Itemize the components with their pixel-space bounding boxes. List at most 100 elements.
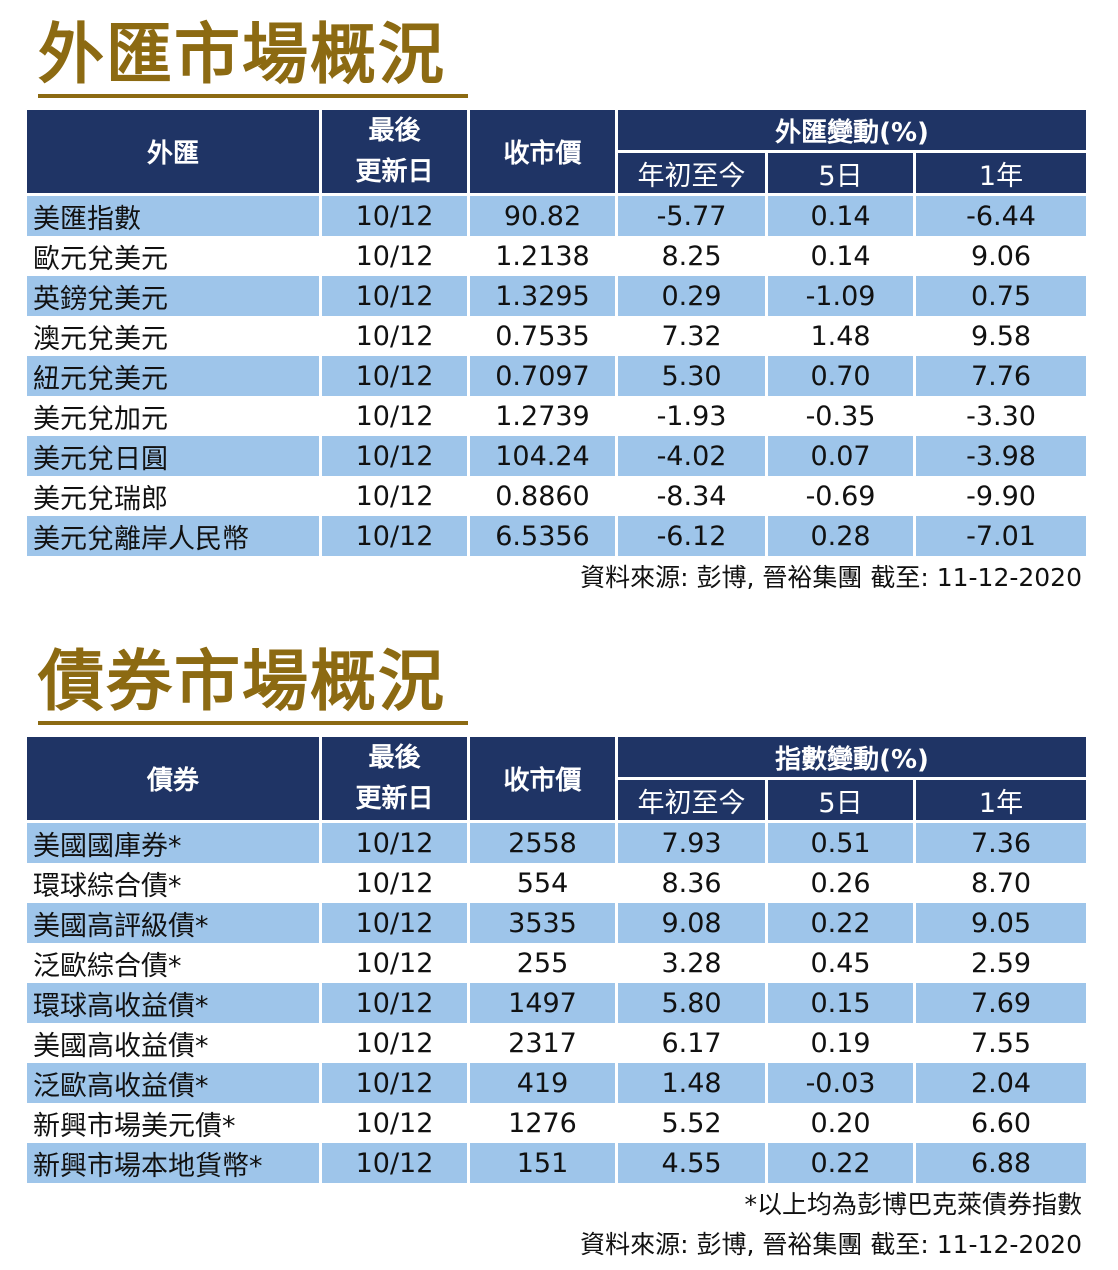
fx-header-change: 外匯變動(%): [618, 110, 1087, 153]
fx-five-day-cell: -0.69: [768, 476, 916, 516]
fx-table-row: 澳元兌美元 10/12 0.7535 7.32 1.48 9.58: [27, 316, 1087, 356]
fx-date-cell: 10/12: [322, 516, 470, 556]
bond-footnote: *以上均為彭博巴克萊債券指數: [744, 1190, 1082, 1219]
bond-five-day-cell: 0.19: [768, 1023, 916, 1063]
bond-name-cell: 新興市場本地貨幣*: [27, 1143, 322, 1183]
bond-ytd-cell: 4.55: [618, 1143, 768, 1183]
bond-title-underline: [38, 721, 468, 725]
fx-name-cell: 英鎊兌美元: [27, 276, 322, 316]
bond-ytd-cell: 1.48: [618, 1063, 768, 1103]
bond-five-day-cell: 0.15: [768, 983, 916, 1023]
fx-five-day-cell: 0.07: [768, 436, 916, 476]
fx-header-5d: 5日: [768, 153, 916, 196]
fx-table-row: 美匯指數 10/12 90.82 -5.77 0.14 -6.44: [27, 196, 1087, 236]
bond-five-day-cell: 0.51: [768, 823, 916, 863]
bond-header-date-label: 最後 更新日: [355, 742, 434, 814]
fx-date-cell: 10/12: [322, 316, 470, 356]
fx-table-row: 美元兌離岸人民幣 10/12 6.5356 -6.12 0.28 -7.01: [27, 516, 1087, 556]
bond-price-cell: 419: [470, 1063, 618, 1103]
bond-price-cell: 1497: [470, 983, 618, 1023]
fx-date-cell: 10/12: [322, 236, 470, 276]
bond-five-day-cell: 0.22: [768, 1143, 916, 1183]
fx-ytd-cell: -4.02: [618, 436, 768, 476]
fx-table-row: 美元兌瑞郎 10/12 0.8860 -8.34 -0.69 -9.90: [27, 476, 1087, 516]
fx-date-cell: 10/12: [322, 396, 470, 436]
fx-table-header: 外匯 最後 更新日 收市價 外匯變動(%) 年初至今 5日 1年: [27, 110, 1087, 196]
fx-name-cell: 美元兌日圓: [27, 436, 322, 476]
bond-one-year-cell: 6.60: [916, 1103, 1087, 1143]
bond-source-note: 資料來源: 彭博, 晉裕集團 截至: 11-12-2020: [580, 1230, 1082, 1259]
bond-table-row: 新興市場美元債* 10/12 1276 5.52 0.20 6.60: [27, 1103, 1087, 1143]
bond-five-day-cell: 0.22: [768, 903, 916, 943]
bond-one-year-cell: 7.36: [916, 823, 1087, 863]
bond-table-body: 美國國庫券* 10/12 2558 7.93 0.51 7.36 環球綜合債* 10/12 55…: [27, 823, 1087, 1183]
fx-section-title: 外匯市場概況: [38, 16, 446, 93]
bond-table-row: 泛歐高收益債* 10/12 419 1.48 -0.03 2.04: [27, 1063, 1087, 1103]
bond-date-cell: 10/12: [322, 823, 470, 863]
fx-ytd-cell: 7.32: [618, 316, 768, 356]
bond-date-cell: 10/12: [322, 943, 470, 983]
fx-price-cell: 1.2739: [470, 396, 618, 436]
fx-price-cell: 1.3295: [470, 276, 618, 316]
fx-five-day-cell: 0.14: [768, 196, 916, 236]
bond-table-row: 泛歐綜合債* 10/12 255 3.28 0.45 2.59: [27, 943, 1087, 983]
bond-one-year-cell: 8.70: [916, 863, 1087, 903]
fx-table-row: 歐元兌美元 10/12 1.2138 8.25 0.14 9.06: [27, 236, 1087, 276]
fx-ytd-cell: -5.77: [618, 196, 768, 236]
bond-five-day-cell: 0.26: [768, 863, 916, 903]
bond-table-row: 環球綜合債* 10/12 554 8.36 0.26 8.70: [27, 863, 1087, 903]
bond-ytd-cell: 5.80: [618, 983, 768, 1023]
bond-ytd-cell: 5.52: [618, 1103, 768, 1143]
fx-price-cell: 104.24: [470, 436, 618, 476]
bond-date-cell: 10/12: [322, 1103, 470, 1143]
bond-one-year-cell: 2.59: [916, 943, 1087, 983]
fx-table-body: 美匯指數 10/12 90.82 -5.77 0.14 -6.44 歐元兌美元 10/12 1.…: [27, 196, 1087, 556]
bond-name-cell: 新興市場美元債*: [27, 1103, 322, 1143]
bond-price-cell: 151: [470, 1143, 618, 1183]
bond-ytd-cell: 8.36: [618, 863, 768, 903]
bond-name-cell: 泛歐綜合債*: [27, 943, 322, 983]
fx-five-day-cell: 1.48: [768, 316, 916, 356]
fx-one-year-cell: -3.30: [916, 396, 1087, 436]
fx-date-cell: 10/12: [322, 476, 470, 516]
bond-one-year-cell: 6.88: [916, 1143, 1087, 1183]
fx-header-date: 最後 更新日: [322, 110, 470, 196]
fx-name-cell: 紐元兌美元: [27, 356, 322, 396]
fx-price-cell: 0.8860: [470, 476, 618, 516]
bond-table-row: 美國高收益債* 10/12 2317 6.17 0.19 7.55: [27, 1023, 1087, 1063]
fx-ytd-cell: -1.93: [618, 396, 768, 436]
fx-price-cell: 1.2138: [470, 236, 618, 276]
fx-ytd-cell: -6.12: [618, 516, 768, 556]
bond-table-row: 美國國庫券* 10/12 2558 7.93 0.51 7.36: [27, 823, 1087, 863]
fx-table-row: 英鎊兌美元 10/12 1.3295 0.29 -1.09 0.75: [27, 276, 1087, 316]
bond-one-year-cell: 9.05: [916, 903, 1087, 943]
bond-date-cell: 10/12: [322, 983, 470, 1023]
fx-five-day-cell: -0.35: [768, 396, 916, 436]
bond-ytd-cell: 3.28: [618, 943, 768, 983]
fx-one-year-cell: -7.01: [916, 516, 1087, 556]
fx-header-price: 收市價: [470, 110, 618, 196]
fx-table: 外匯 最後 更新日 收市價 外匯變動(%) 年初至今 5日 1年 美匯指數 10/…: [27, 110, 1087, 556]
fx-five-day-cell: -1.09: [768, 276, 916, 316]
fx-one-year-cell: 9.58: [916, 316, 1087, 356]
fx-name-cell: 美元兌離岸人民幣: [27, 516, 322, 556]
fx-five-day-cell: 0.14: [768, 236, 916, 276]
fx-date-cell: 10/12: [322, 356, 470, 396]
bond-five-day-cell: -0.03: [768, 1063, 916, 1103]
bond-header-change: 指數變動(%): [618, 737, 1087, 780]
bond-price-cell: 2558: [470, 823, 618, 863]
bond-header-name: 債券: [27, 737, 322, 823]
fx-table-row: 美元兌加元 10/12 1.2739 -1.93 -0.35 -3.30: [27, 396, 1087, 436]
bond-ytd-cell: 7.93: [618, 823, 768, 863]
bond-ytd-cell: 9.08: [618, 903, 768, 943]
bond-ytd-cell: 6.17: [618, 1023, 768, 1063]
fx-one-year-cell: -3.98: [916, 436, 1087, 476]
fx-header-1y: 1年: [916, 153, 1087, 196]
bond-header-1y: 1年: [916, 780, 1087, 823]
bond-five-day-cell: 0.20: [768, 1103, 916, 1143]
fx-five-day-cell: 0.28: [768, 516, 916, 556]
bond-price-cell: 3535: [470, 903, 618, 943]
bond-date-cell: 10/12: [322, 1063, 470, 1103]
bond-price-cell: 1276: [470, 1103, 618, 1143]
fx-one-year-cell: 0.75: [916, 276, 1087, 316]
